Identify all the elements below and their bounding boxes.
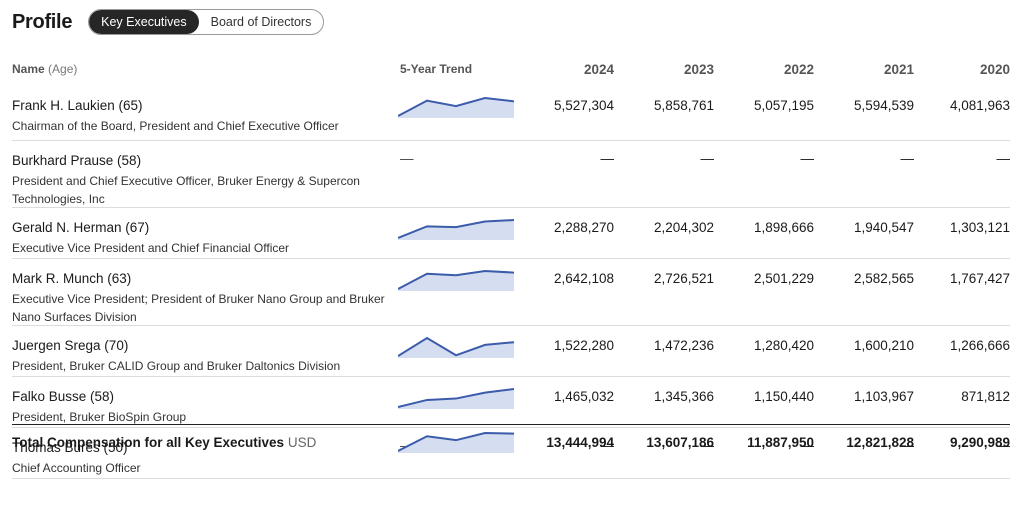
executive-name: Juergen Srega (70) bbox=[12, 338, 129, 353]
total-2020: 9,290,989 bbox=[949, 435, 1010, 450]
compensation-value-2024: 1,465,032 bbox=[553, 389, 614, 404]
column-header-2022: 2022 bbox=[783, 62, 814, 77]
total-label: Total Compensation for all Key Executive… bbox=[12, 435, 317, 450]
sparkline-area bbox=[398, 433, 514, 453]
view-toggle: Key Executives Board of Directors bbox=[88, 9, 325, 35]
compensation-value-2020: 1,266,666 bbox=[949, 338, 1010, 353]
table-row: Thomas Bures (50) Chief Accounting Office… bbox=[12, 428, 1010, 479]
trend-sparkline bbox=[398, 269, 514, 291]
compensation-value-2024: 5,527,304 bbox=[553, 98, 614, 113]
sparkline-line bbox=[398, 269, 514, 290]
compensation-value-2020: 871,812 bbox=[961, 389, 1010, 404]
trend-placeholder: — bbox=[400, 151, 414, 166]
compensation-value-2020: 1,767,427 bbox=[949, 271, 1010, 286]
compensation-value-2022: 2,501,229 bbox=[753, 271, 814, 286]
executive-name: Falko Busse (58) bbox=[12, 389, 115, 404]
compensation-value-2024: 2,642,108 bbox=[553, 271, 614, 286]
compensation-value-2022: 1,150,440 bbox=[753, 389, 814, 404]
compensation-value-2022: — bbox=[800, 151, 815, 166]
column-header-2024: 2024 bbox=[583, 62, 614, 77]
executive-role: Executive Vice President and Chief Finan… bbox=[12, 241, 290, 255]
executive-name: Mark R. Munch (63) bbox=[12, 271, 132, 286]
total-2022: 11,887,950 bbox=[747, 435, 814, 450]
table-row: Mark R. Munch (63) Executive Vice Preside… bbox=[12, 259, 1010, 326]
executive-role: Chief Accounting Officer bbox=[12, 461, 141, 475]
trend-sparkline bbox=[398, 336, 514, 358]
compensation-value-2022: 1,898,666 bbox=[753, 220, 814, 235]
executive-role: Chairman of the Board, President and Chi… bbox=[12, 119, 339, 133]
trend-sparkline bbox=[398, 219, 514, 240]
total-2024: 13,444,994 bbox=[546, 435, 614, 450]
profile-header: Profile Key Executives Board of Director… bbox=[12, 8, 325, 36]
total-trend-sparkline bbox=[398, 431, 514, 453]
column-header-trend: 5-Year Trend bbox=[400, 62, 473, 76]
compensation-value-2021: 1,600,210 bbox=[853, 338, 914, 353]
executives-table: Name (Age) 5-Year Trend 2024 2023 2022 2… bbox=[12, 52, 1010, 479]
table-row: Burkhard Prause (58) President and Chief … bbox=[12, 141, 1010, 208]
table-header: Name (Age) 5-Year Trend 2024 2023 2022 2… bbox=[12, 52, 1010, 86]
compensation-value-2024: 1,522,280 bbox=[553, 338, 614, 353]
executive-name: Thomas Bures (50) bbox=[12, 440, 128, 455]
table-body: Frank H. Laukien (65) Chairman of the Boa… bbox=[12, 86, 1010, 479]
sparkline-area bbox=[398, 271, 514, 291]
compensation-value-2021: 2,582,565 bbox=[853, 271, 914, 286]
compensation-value-2023: 1,472,236 bbox=[653, 338, 714, 353]
sparkline-area bbox=[398, 98, 514, 118]
table-row: Frank H. Laukien (65) Chairman of the Boa… bbox=[12, 86, 1010, 141]
page-title: Profile bbox=[12, 10, 73, 33]
executive-role: Executive Vice President; President of B… bbox=[12, 292, 385, 324]
compensation-value-2023: — bbox=[700, 438, 715, 453]
compensation-value-2023: 5,858,761 bbox=[653, 98, 714, 113]
compensation-value-2023: 2,204,302 bbox=[653, 220, 714, 235]
compensation-value-2020: 1,303,121 bbox=[949, 220, 1010, 235]
compensation-value-2020: — bbox=[996, 151, 1011, 166]
table-row: Juergen Srega (70) President, Bruker CALI… bbox=[12, 326, 1010, 377]
sparkline-area bbox=[398, 220, 514, 240]
tab-board-of-directors[interactable]: Board of Directors bbox=[210, 15, 312, 29]
executive-role: President and Chief Executive Officer, B… bbox=[12, 174, 360, 206]
executive-role: President, Bruker CALID Group and Bruker… bbox=[12, 359, 341, 373]
table-row: Gerald N. Herman (67) Executive Vice Pres… bbox=[12, 208, 1010, 259]
sparkline-area bbox=[398, 338, 514, 358]
column-header-2020: 2020 bbox=[979, 62, 1010, 77]
compensation-value-2023: 2,726,521 bbox=[653, 271, 714, 286]
trend-sparkline bbox=[398, 96, 514, 118]
column-header-name: Name (Age) bbox=[12, 62, 78, 76]
compensation-value-2021: 1,103,967 bbox=[853, 389, 914, 404]
compensation-value-2021: — bbox=[900, 438, 915, 453]
sparkline-line bbox=[398, 96, 514, 117]
sparkline-line bbox=[398, 431, 514, 452]
compensation-value-2020: — bbox=[996, 438, 1011, 453]
table-row: Falko Busse (58) President, Bruker BioSpi… bbox=[12, 377, 1010, 428]
compensation-value-2020: 4,081,963 bbox=[949, 98, 1010, 113]
executive-name: Frank H. Laukien (65) bbox=[12, 98, 143, 113]
total-2021: 12,821,828 bbox=[846, 435, 914, 450]
compensation-value-2021: 5,594,539 bbox=[853, 98, 914, 113]
compensation-value-2022: 5,057,195 bbox=[753, 98, 814, 113]
tab-key-executives[interactable]: Key Executives bbox=[89, 10, 199, 34]
executive-name: Burkhard Prause (58) bbox=[12, 153, 142, 168]
sparkline-line bbox=[398, 388, 514, 408]
compensation-value-2022: — bbox=[800, 438, 815, 453]
executive-name: Gerald N. Herman (67) bbox=[12, 220, 150, 235]
column-header-2021: 2021 bbox=[883, 62, 914, 77]
compensation-value-2021: — bbox=[900, 151, 915, 166]
sparkline-line bbox=[398, 336, 514, 357]
compensation-value-2021: 1,940,547 bbox=[853, 220, 914, 235]
sparkline-line bbox=[398, 219, 514, 239]
compensation-value-2023: — bbox=[700, 151, 715, 166]
compensation-value-2024: — bbox=[600, 438, 615, 453]
compensation-value-2024: 2,288,270 bbox=[553, 220, 614, 235]
column-header-2023: 2023 bbox=[683, 62, 714, 77]
total-2023: 13,607,186 bbox=[646, 435, 714, 450]
compensation-value-2022: 1,280,420 bbox=[753, 338, 814, 353]
trend-sparkline bbox=[398, 388, 514, 409]
compensation-value-2023: 1,345,366 bbox=[653, 389, 714, 404]
total-row: Total Compensation for all Key Executive… bbox=[12, 424, 1010, 459]
executive-role: President, Bruker BioSpin Group bbox=[12, 410, 187, 424]
compensation-value-2024: — bbox=[600, 151, 615, 166]
